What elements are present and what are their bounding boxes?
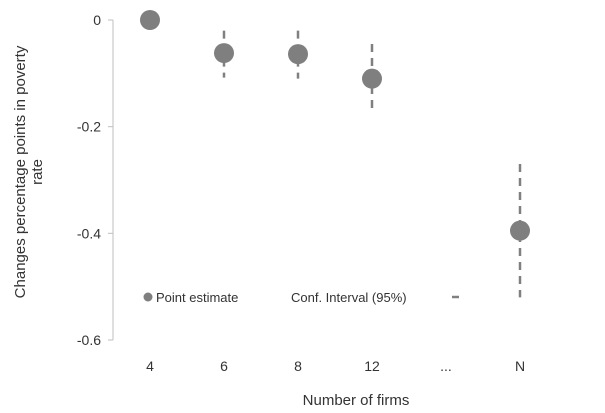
x-tick-label: N xyxy=(515,358,525,374)
legend: Point estimate Conf. Interval (95%) xyxy=(143,290,459,305)
legend-point-label: Point estimate xyxy=(156,290,238,305)
x-tick-label: ... xyxy=(440,358,452,374)
legend-ci-label: Conf. Interval (95%) xyxy=(291,290,407,305)
point-marker xyxy=(510,220,530,241)
x-tick-label: 6 xyxy=(220,358,228,374)
point-marker xyxy=(362,68,382,89)
point-layer xyxy=(140,10,530,241)
y-tick-label: 0 xyxy=(93,12,101,28)
x-tick-label: 12 xyxy=(364,358,380,374)
y-tick-label: -0.6 xyxy=(77,332,101,348)
legend-point-marker xyxy=(143,292,153,302)
x-tick-label: 4 xyxy=(146,358,154,374)
x-tick-label: 8 xyxy=(294,358,302,374)
point-marker xyxy=(288,44,308,65)
y-tick-label: -0.4 xyxy=(77,225,101,241)
y-tick-label: -0.2 xyxy=(77,119,101,135)
y-axis-title: Changes percentage points in poverty xyxy=(12,45,29,298)
axis-layer: 0 -0.2 -0.4 -0.6 4 6 8 12... N xyxy=(77,12,525,374)
y-axis-title-line2: rate xyxy=(29,159,46,185)
point-marker xyxy=(140,10,160,30)
x-axis-title: Number of firms xyxy=(303,392,410,409)
point-marker xyxy=(214,43,234,64)
